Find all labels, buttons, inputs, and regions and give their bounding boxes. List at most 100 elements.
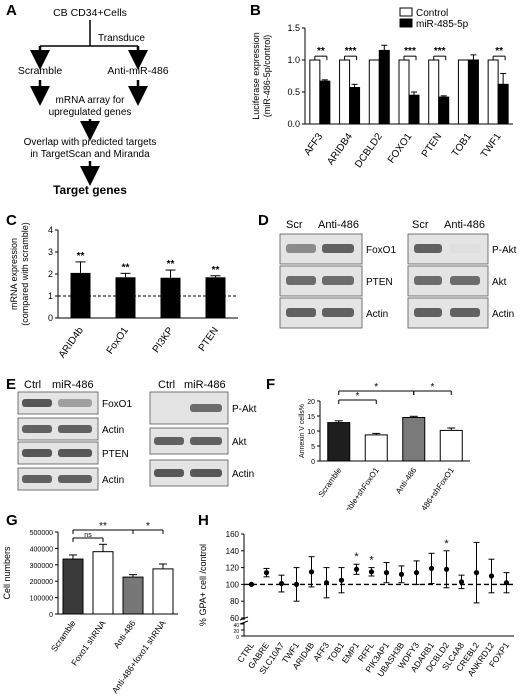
bar [205, 277, 226, 318]
data-point [338, 577, 345, 583]
bar-mir [378, 49, 390, 125]
band-label: FoxO1 [366, 245, 396, 256]
bar-control [428, 59, 440, 125]
chart-g: 0 100000 200000 300000 400000 500000 Cell numb… [2, 521, 178, 695]
chart-c: 0 1 2 3 4 mRNA expression (compared with scram… [9, 222, 238, 360]
y-tick-label: 20 [307, 399, 315, 406]
bar [439, 429, 463, 462]
x-tick-label: Anti-486 [111, 618, 138, 650]
lane-label-ctrl: Ctrl [158, 379, 175, 391]
x-tick-label: ARIDB4 [325, 131, 355, 167]
flow-array-2: upregulated genes [49, 107, 132, 118]
significance-marker: *** [345, 46, 357, 57]
data-point [488, 573, 495, 579]
data-point [263, 570, 270, 576]
y-axis-label: Luciferase expression [251, 32, 261, 120]
band [58, 399, 92, 407]
y-tick-label: 15 [307, 414, 315, 421]
y-axis-label-2: (miR-486-5p/control) [262, 35, 272, 118]
band [22, 399, 52, 407]
y-tick-label: 120 [226, 564, 240, 573]
y-tick-label: 0 [49, 612, 53, 619]
bar-control [368, 59, 380, 125]
x-tick-label: Scramble [49, 618, 78, 653]
panel-label-e: E [6, 376, 17, 393]
significance-marker: * [431, 382, 435, 393]
band [190, 404, 222, 412]
y-tick-label: 1.5 [287, 23, 300, 33]
y-tick-label: 1.0 [287, 55, 300, 65]
band-label: PTEN [366, 277, 393, 288]
band [190, 437, 222, 445]
significance-marker: * [356, 391, 360, 402]
bar [115, 277, 136, 318]
bar-control [398, 59, 410, 125]
bar-mir [467, 59, 479, 125]
flow-array-1: mRNA array for [56, 95, 126, 106]
panel-label-h: H [198, 512, 209, 529]
bar [122, 576, 144, 615]
bar [402, 417, 426, 462]
significance-marker: ** [77, 251, 85, 262]
y-tick-label: 5 [311, 444, 315, 451]
band-label: Actin [492, 309, 514, 320]
band [322, 276, 354, 285]
flow-anti: Anti-miR-486 [107, 65, 168, 77]
lane-label-anti: Anti-486 [444, 219, 485, 231]
x-tick-label: AFF3 [302, 131, 325, 158]
significance-marker: * [369, 555, 374, 567]
legend-label: Control [416, 8, 448, 19]
y-axis-label: mRNA expression [9, 238, 19, 310]
x-tick-label: Anti-486+foxo1 shRNA [110, 618, 168, 695]
bar [160, 277, 181, 318]
band [450, 308, 480, 317]
band-label: P-Akt [232, 404, 257, 415]
flowchart-a: CB CD34+Cells Transduce Scramble Anti-mi… [18, 7, 169, 197]
y-tick-label: 3 [48, 247, 53, 257]
data-point [248, 581, 255, 587]
significance-marker: ** [495, 46, 503, 57]
lane-label-ctrl: Ctrl [24, 379, 41, 391]
chart-b: 0.0 0.5 1.0 1.5 Luciferase expression (miR-48… [251, 7, 513, 170]
band [286, 244, 316, 253]
bar [152, 568, 174, 615]
band [22, 449, 52, 457]
band [154, 469, 184, 477]
significance-marker: ** [167, 259, 175, 270]
bar-control [487, 59, 499, 125]
significance-marker: ** [317, 46, 325, 57]
y-tick-label: 1 [48, 291, 53, 301]
y-tick-label: 4 [48, 225, 53, 235]
flow-overlap-2: in TargetScan and Miranda [30, 149, 150, 160]
y-tick-label: 100000 [30, 596, 53, 603]
y-tick-label: 10 [307, 429, 315, 436]
data-point [428, 565, 435, 572]
flow-overlap-1: Overlap with predicted targets [24, 137, 157, 148]
y-tick-label: 500000 [30, 530, 53, 537]
bar [70, 272, 91, 318]
legend-label: miR-485-5p [416, 19, 469, 30]
bar-mir [408, 94, 420, 125]
x-tick-label: PTEN [420, 131, 444, 159]
y-tick-label: 0.5 [287, 87, 300, 97]
data-point [293, 581, 300, 587]
band [450, 244, 480, 253]
y-axis-label: Cell numbers [2, 546, 12, 600]
panel-label-c: C [6, 212, 17, 229]
x-tick-label: FoxO1 [105, 325, 131, 356]
band-label: Actin [102, 475, 124, 486]
panel-label-b: B [250, 2, 261, 19]
significance-marker: ** [212, 265, 220, 276]
y-tick-label: 60 [230, 614, 239, 623]
data-point [323, 580, 330, 586]
flow-target: Target genes [53, 183, 127, 197]
band [58, 475, 92, 483]
data-point [353, 566, 360, 572]
y-tick-label: 100 [226, 580, 240, 589]
lane-label-scr: Scr [412, 219, 429, 231]
significance-marker: * [374, 382, 378, 393]
bar-control [309, 59, 321, 125]
significance-marker: *** [434, 46, 446, 57]
